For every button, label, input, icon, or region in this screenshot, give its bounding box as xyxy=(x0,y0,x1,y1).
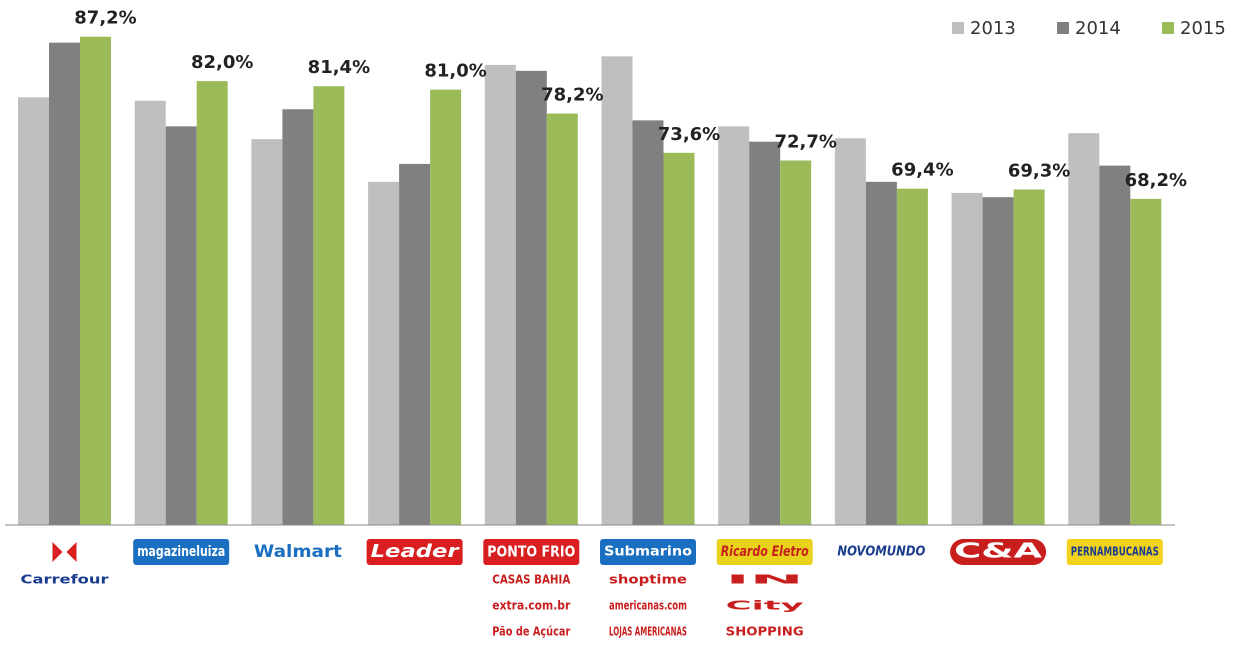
data-label: 72,7% xyxy=(774,131,836,152)
bar xyxy=(18,97,49,525)
data-label: 69,3% xyxy=(1008,161,1070,182)
category-logo: magazineluiza xyxy=(137,544,225,560)
category-logo: SHOPPING xyxy=(726,625,804,639)
bar xyxy=(1099,165,1131,526)
legend-swatch xyxy=(1162,22,1174,34)
bar xyxy=(663,152,695,525)
bar xyxy=(865,181,897,525)
category-logo: NOVOMUNDO xyxy=(837,545,925,560)
data-label: 87,2% xyxy=(74,8,136,29)
bar xyxy=(1130,198,1162,525)
logo-box xyxy=(716,539,813,565)
bar xyxy=(196,81,228,525)
bar xyxy=(80,36,111,526)
bar xyxy=(368,181,400,525)
bar xyxy=(515,70,547,525)
bar xyxy=(282,109,314,525)
logo-icon xyxy=(52,542,77,562)
category-logo: Carrefour xyxy=(21,573,109,587)
bar xyxy=(896,188,928,525)
logo-box xyxy=(950,539,1047,565)
bar xyxy=(134,100,166,526)
bar xyxy=(313,86,345,525)
category-logo: C&A xyxy=(954,539,1043,563)
category-logo: Leader xyxy=(371,541,460,562)
bar xyxy=(780,160,812,526)
category-logo: Walmart xyxy=(254,542,342,562)
legend-swatch xyxy=(952,22,964,34)
data-label: 78,2% xyxy=(541,85,603,106)
bar xyxy=(749,141,781,525)
logo-box xyxy=(366,539,463,565)
category-logo: CASAS BAHIA xyxy=(492,573,571,587)
bar xyxy=(601,56,633,526)
bar xyxy=(430,89,462,525)
bar xyxy=(718,126,750,525)
logo-box xyxy=(483,539,580,565)
category-logo: shoptime xyxy=(609,573,687,587)
category-logo: Pão de Açúcar xyxy=(492,625,570,639)
bar xyxy=(982,197,1014,525)
logo-box xyxy=(600,539,696,565)
category-logo: americanas.com xyxy=(609,599,687,613)
bar xyxy=(251,139,283,525)
legend-label: 2013 xyxy=(970,18,1016,39)
bar xyxy=(165,126,197,525)
legend-label: 2014 xyxy=(1075,18,1121,39)
bar xyxy=(834,138,866,526)
data-label: 81,0% xyxy=(424,61,486,82)
category-logo: PERNAMBUCANAS xyxy=(1071,545,1159,559)
category-logo: City xyxy=(726,599,805,613)
bar xyxy=(546,113,578,525)
bar xyxy=(484,64,516,525)
legend-label: 2015 xyxy=(1180,18,1226,39)
bar xyxy=(632,120,664,526)
bar xyxy=(951,192,983,526)
data-label: 81,4% xyxy=(308,57,370,78)
logo-box xyxy=(1066,539,1163,565)
legend-swatch xyxy=(1057,22,1069,34)
data-label: 69,4% xyxy=(891,160,953,181)
data-label: 68,2% xyxy=(1125,170,1187,191)
bar xyxy=(399,163,431,525)
bar xyxy=(1013,189,1045,525)
logo-box xyxy=(133,539,230,565)
data-label: 82,0% xyxy=(191,52,253,73)
category-logo: Submarino xyxy=(604,545,692,560)
category-logo: LOJAS AMERICANAS xyxy=(609,625,687,639)
category-logo: extra.com.br xyxy=(492,599,570,613)
data-label: 73,6% xyxy=(658,124,720,145)
category-logo: IN xyxy=(726,573,804,587)
bar xyxy=(1068,133,1100,526)
bar xyxy=(49,42,80,526)
category-logo: Ricardo Eletro xyxy=(721,544,809,560)
category-logo: PONTO FRIO xyxy=(487,543,575,561)
